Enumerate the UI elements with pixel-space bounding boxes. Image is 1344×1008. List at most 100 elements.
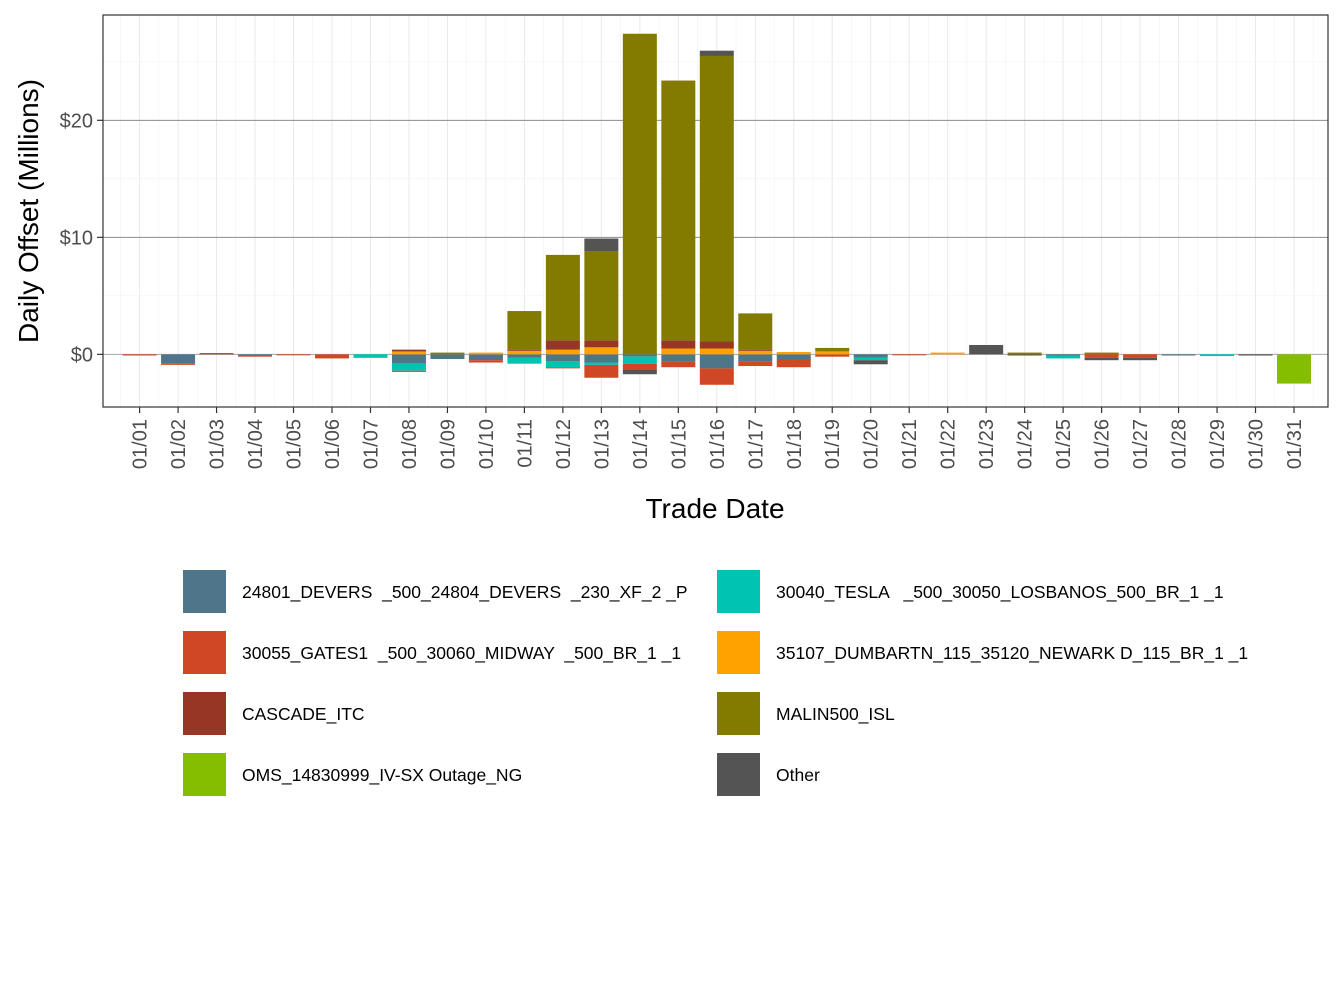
bar-segment — [699, 55, 734, 342]
bar-segment — [507, 311, 542, 350]
bar-segment — [468, 360, 503, 363]
bar-segment — [545, 367, 580, 369]
bar-segment — [199, 353, 234, 355]
legend-key — [183, 753, 226, 796]
bar-segment — [507, 349, 542, 351]
legend-key — [183, 692, 226, 735]
bar-segment — [738, 354, 773, 362]
legend-label: 30040_TESLA _500_30050_LOSBANOS_500_BR_1… — [776, 582, 1224, 603]
legend-label: MALIN500_ISL — [776, 704, 895, 725]
bar-segment — [1200, 354, 1235, 357]
bar-segment — [1084, 354, 1119, 358]
plot-border — [102, 14, 1329, 408]
bar-segment — [507, 357, 542, 364]
bar-segment — [622, 363, 657, 370]
x-axis: 01/01 01/02 01/03 01/04 01/05 01/06 01/07 01/08… — [130, 407, 1306, 469]
bar-segment — [815, 354, 850, 357]
y-axis: $0 $10 $20 — [60, 110, 103, 366]
bar-segment — [661, 361, 696, 368]
x-tick-label: 01/22 — [938, 419, 960, 469]
bar-segment — [1046, 355, 1081, 359]
bar-segment — [699, 341, 734, 349]
bar-segment — [430, 354, 465, 360]
bar-segment — [853, 360, 888, 365]
bar-segment — [584, 354, 619, 363]
bar-segment — [776, 352, 811, 355]
bar-segment — [315, 354, 349, 359]
bar-segment — [276, 354, 311, 356]
bar-segment — [853, 357, 888, 361]
bar-segment — [661, 354, 696, 362]
legend-label: 35107_DUMBARTN_115_35120_NEWARK D_115_BR… — [776, 643, 1248, 664]
bar-segment — [969, 344, 1004, 355]
bar-segment — [699, 348, 734, 355]
bar-segment — [738, 361, 773, 367]
bar-segment — [892, 354, 927, 356]
bar-segment — [661, 80, 696, 341]
bar-segment — [661, 348, 696, 355]
bar-segment — [622, 369, 657, 375]
bar-segment — [930, 352, 965, 355]
bar-segment — [776, 359, 811, 368]
x-tick-label: 01/12 — [553, 419, 575, 469]
x-tick-label: 01/31 — [1284, 419, 1306, 469]
legend-item: CASCADE_ITC — [183, 692, 365, 735]
bar-segment — [622, 354, 657, 357]
bar-segment — [1123, 354, 1158, 358]
y-tick-label: $20 — [60, 110, 93, 132]
bar-segment — [391, 370, 426, 372]
bar-segment — [738, 349, 773, 351]
bar-segment — [507, 354, 542, 358]
x-tick-label: 01/30 — [1246, 419, 1268, 469]
bar-segment — [1046, 354, 1081, 356]
legend-item: 35107_DUMBARTN_115_35120_NEWARK D_115_BR… — [717, 631, 1248, 674]
legend-label: 24801_DEVERS _500_24804_DEVERS _230_XF_2… — [242, 582, 688, 603]
x-tick-label: 01/06 — [322, 419, 344, 469]
bar-segment — [353, 354, 388, 358]
legend-item: Other — [717, 753, 820, 796]
y-tick-label: $0 — [71, 344, 93, 366]
x-tick-label: 01/25 — [1053, 419, 1075, 469]
x-tick-label: 01/21 — [899, 419, 921, 469]
x-tick-label: 01/17 — [745, 419, 767, 469]
x-tick-label: 01/04 — [245, 419, 267, 469]
legend-label: Other — [776, 765, 820, 785]
x-tick-label: 01/09 — [437, 419, 459, 469]
y-tick-label: $10 — [60, 227, 93, 249]
x-tick-label: 01/18 — [784, 419, 806, 469]
legend-item: MALIN500_ISL — [717, 692, 895, 735]
x-tick-label: 01/29 — [1207, 419, 1229, 469]
x-tick-label: 01/15 — [668, 419, 690, 469]
bar-segment — [699, 354, 734, 369]
bar-segment — [584, 238, 619, 252]
legend-label: CASCADE_ITC — [242, 704, 365, 725]
bar-segment — [738, 350, 773, 355]
grid-lines — [103, 15, 1328, 407]
legend: 24801_DEVERS _500_24804_DEVERS _230_XF_2… — [183, 570, 1248, 796]
bar-segment — [391, 349, 426, 352]
bar-segment — [699, 50, 734, 56]
bar-segment — [853, 354, 888, 358]
x-tick-label: 01/23 — [976, 419, 998, 469]
bar-segment — [430, 352, 465, 355]
bar-segment — [545, 349, 580, 355]
x-tick-label: 01/26 — [1092, 419, 1114, 469]
bar-segment — [1238, 354, 1273, 356]
x-tick-label: 01/07 — [360, 419, 382, 469]
bar-segment — [584, 251, 619, 341]
legend-item: OMS_14830999_IV-SX Outage_NG — [183, 753, 522, 796]
x-tick-label: 01/02 — [168, 419, 190, 469]
x-tick-label: 01/19 — [822, 419, 844, 469]
bar-segment — [238, 354, 273, 356]
bar-segment — [738, 313, 773, 350]
bar-segment — [468, 354, 503, 361]
bar-segment — [584, 347, 619, 355]
legend-item: 30055_GATES1 _500_30060_MIDWAY _500_BR_1… — [183, 631, 681, 674]
legend-item: 30040_TESLA _500_30050_LOSBANOS_500_BR_1… — [717, 570, 1224, 613]
bar-segment — [699, 368, 734, 385]
x-tick-label: 01/28 — [1169, 419, 1191, 469]
bar-segment — [815, 347, 850, 352]
legend-key — [717, 631, 760, 674]
bar-segment — [391, 351, 426, 355]
bar-segment — [161, 354, 196, 364]
